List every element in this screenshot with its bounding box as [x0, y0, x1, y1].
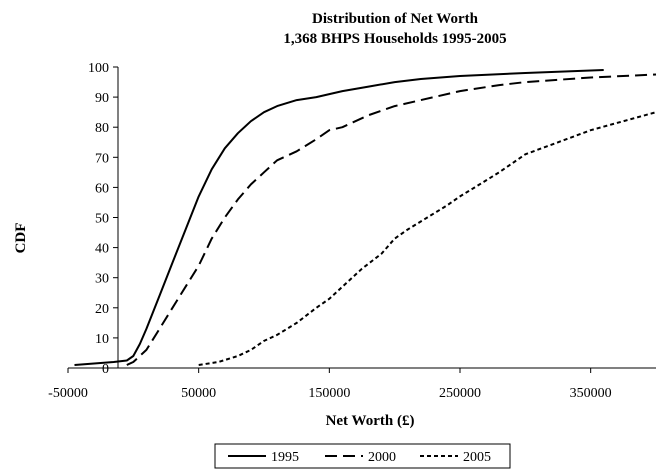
y-tick-label: 10 — [95, 332, 109, 347]
y-tick-label: 50 — [95, 212, 109, 227]
y-tick-label: 70 — [95, 151, 109, 166]
x-tick-label: 250000 — [439, 386, 481, 401]
chart-title: Distribution of Net Worth — [312, 11, 479, 27]
y-axis-label: CDF — [13, 223, 29, 254]
series-line-2000 — [126, 73, 657, 366]
plot-area: 0 10 20 30 40 50 60 70 80 90 100 -50000 50000 150000 2… — [48, 61, 657, 401]
x-tick-label: -50000 — [48, 386, 88, 401]
x-tick-label: 50000 — [181, 386, 216, 401]
x-tick-label: 150000 — [308, 386, 350, 401]
x-tick-label: 350000 — [570, 386, 612, 401]
series-line-2005 — [198, 111, 657, 366]
y-tick-label: 100 — [88, 61, 109, 76]
legend: 1995 2000 2005 — [214, 443, 511, 469]
y-tick-label: 0 — [102, 362, 109, 377]
y-tick-label: 40 — [95, 242, 109, 257]
y-tick-label: 20 — [95, 302, 109, 317]
y-tick-label: 30 — [95, 272, 109, 287]
x-axis-label: Net Worth (£) — [326, 413, 415, 429]
legend-label-2005: 2005 — [463, 450, 491, 465]
series-line-1995 — [74, 69, 604, 366]
y-tick-label: 90 — [95, 91, 109, 106]
chart-subtitle: 1,368 BHPS Households 1995-2005 — [283, 31, 506, 47]
legend-label-2000: 2000 — [368, 450, 396, 465]
y-tick-label: 80 — [95, 121, 109, 136]
legend-label-1995: 1995 — [271, 450, 299, 465]
y-tick-label: 60 — [95, 181, 109, 196]
